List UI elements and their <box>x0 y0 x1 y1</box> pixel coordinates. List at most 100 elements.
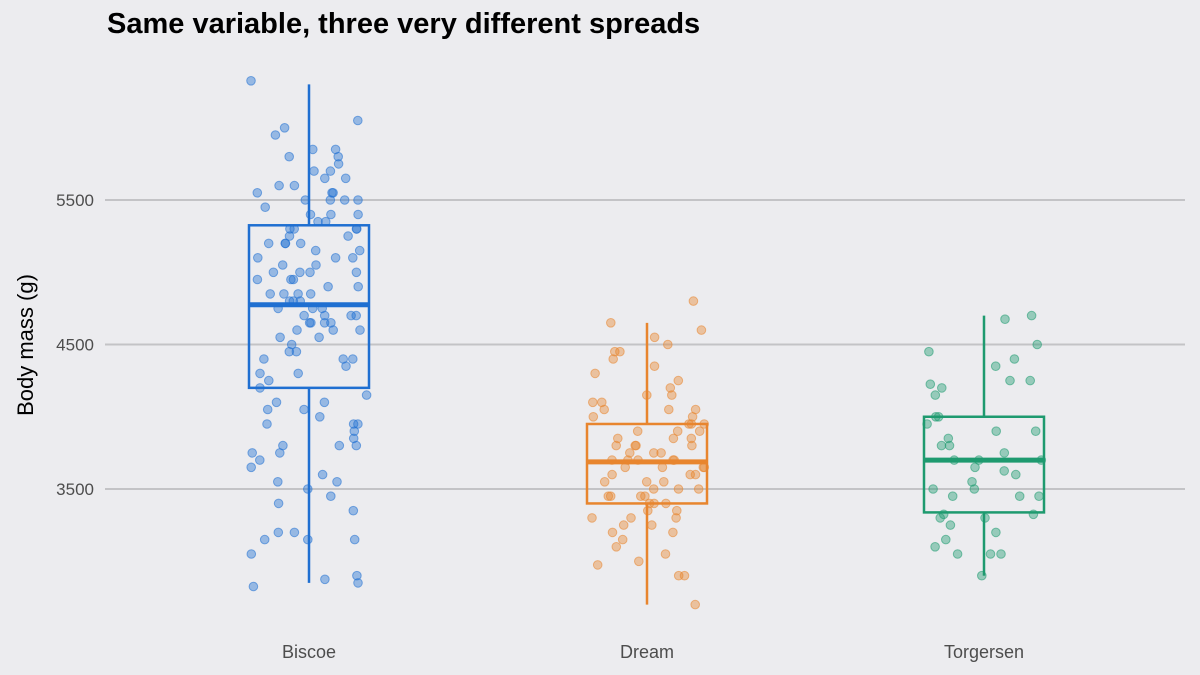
data-point-dream <box>611 440 622 451</box>
data-point-biscoe <box>262 419 272 429</box>
data-point-biscoe <box>361 390 372 400</box>
data-point-biscoe <box>310 245 321 256</box>
y-tick-label-4500: 4500 <box>56 336 94 355</box>
data-point-biscoe <box>291 346 302 357</box>
data-point-biscoe <box>314 332 324 343</box>
data-point-biscoe <box>326 318 336 328</box>
data-point-biscoe <box>275 448 285 458</box>
data-point-biscoe <box>255 368 265 379</box>
data-point-dream <box>634 556 644 567</box>
data-point-dream <box>649 361 660 372</box>
data-point-biscoe <box>289 180 300 191</box>
data-point-torgersen <box>935 513 946 523</box>
jitter-points <box>246 76 1047 610</box>
data-point-torgersen <box>999 448 1010 458</box>
data-point-biscoe <box>246 76 256 86</box>
data-point-biscoe <box>252 188 263 198</box>
y-tick-label-3500: 3500 <box>56 480 94 499</box>
y-axis-title: Body mass (g) <box>13 274 38 416</box>
data-point-biscoe <box>247 448 257 458</box>
data-point-torgersen <box>947 491 958 502</box>
data-point-biscoe <box>351 267 362 278</box>
data-point-biscoe <box>293 368 304 379</box>
x-tick-labels: Biscoe Dream Torgersen <box>282 642 1024 662</box>
data-point-torgersen <box>969 484 980 494</box>
data-point-biscoe <box>288 274 299 285</box>
data-point-biscoe <box>332 477 342 487</box>
data-point-biscoe <box>327 188 337 198</box>
data-point-biscoe <box>328 325 339 335</box>
data-point-dream <box>665 383 676 393</box>
data-point-dream <box>625 448 635 458</box>
data-point-biscoe <box>330 144 341 155</box>
data-point-dream <box>660 549 671 559</box>
data-point-biscoe <box>349 534 360 545</box>
data-point-biscoe <box>319 397 330 408</box>
data-point-biscoe <box>353 115 363 126</box>
data-point-biscoe <box>299 310 309 321</box>
data-point-dream <box>588 397 598 408</box>
data-point-biscoe <box>280 238 291 249</box>
data-point-dream <box>636 491 646 502</box>
data-point-torgersen <box>945 520 956 530</box>
data-point-biscoe <box>277 260 288 270</box>
data-point-dream <box>687 440 697 451</box>
data-point-dream <box>659 477 669 487</box>
data-point-dream <box>632 426 643 437</box>
data-point-biscoe <box>351 310 362 321</box>
data-point-biscoe <box>284 346 295 357</box>
data-point-biscoe <box>354 245 365 256</box>
data-point-biscoe <box>320 574 330 585</box>
data-point-dream <box>592 560 603 570</box>
data-point-dream <box>615 346 625 357</box>
box-plots <box>247 84 1046 605</box>
data-point-biscoe <box>293 289 303 299</box>
data-point-dream <box>606 318 616 328</box>
data-point-torgersen <box>1011 469 1021 480</box>
data-point-biscoe <box>295 267 305 278</box>
data-point-torgersen <box>991 527 1001 538</box>
data-point-biscoe <box>348 252 358 263</box>
data-point-biscoe <box>319 310 330 321</box>
data-point-dream <box>688 296 699 306</box>
data-point-dream <box>603 491 614 502</box>
data-point-biscoe <box>348 433 359 444</box>
data-point-torgersen <box>936 440 947 451</box>
data-point-biscoe <box>279 123 290 133</box>
data-point-dream <box>649 448 659 458</box>
data-point-torgersen <box>1000 314 1010 325</box>
data-point-dream <box>599 404 610 415</box>
data-point-torgersen <box>967 477 977 487</box>
data-point-dream <box>663 339 673 350</box>
data-point-dream <box>690 599 701 610</box>
data-point-biscoe <box>254 455 265 465</box>
data-point-biscoe <box>317 469 328 480</box>
data-point-dream <box>648 484 659 494</box>
data-point-biscoe <box>270 130 281 140</box>
data-point-dream <box>685 469 696 480</box>
x-tick-label-biscoe: Biscoe <box>282 642 336 662</box>
data-point-biscoe <box>292 325 302 335</box>
data-point-dream <box>671 513 681 523</box>
data-point-torgersen <box>999 466 1010 476</box>
data-point-dream <box>613 433 623 444</box>
data-point-torgersen <box>930 542 940 552</box>
data-point-biscoe <box>353 209 363 220</box>
data-point-biscoe <box>325 166 336 176</box>
data-point-biscoe <box>320 173 330 184</box>
data-point-dream <box>656 448 666 458</box>
data-point-dream <box>673 484 684 494</box>
data-point-torgersen <box>970 462 980 473</box>
data-point-biscoe <box>348 505 359 516</box>
data-point-torgersen <box>1026 310 1037 321</box>
data-point-biscoe <box>326 209 336 220</box>
data-point-dream <box>597 397 607 408</box>
data-point-biscoe <box>279 289 289 299</box>
data-point-biscoe <box>305 209 316 220</box>
data-point-dream <box>647 520 657 530</box>
data-point-dream <box>588 412 599 422</box>
data-point-biscoe <box>263 238 274 249</box>
box-torgersen <box>922 415 1046 514</box>
data-point-biscoe <box>326 491 336 502</box>
